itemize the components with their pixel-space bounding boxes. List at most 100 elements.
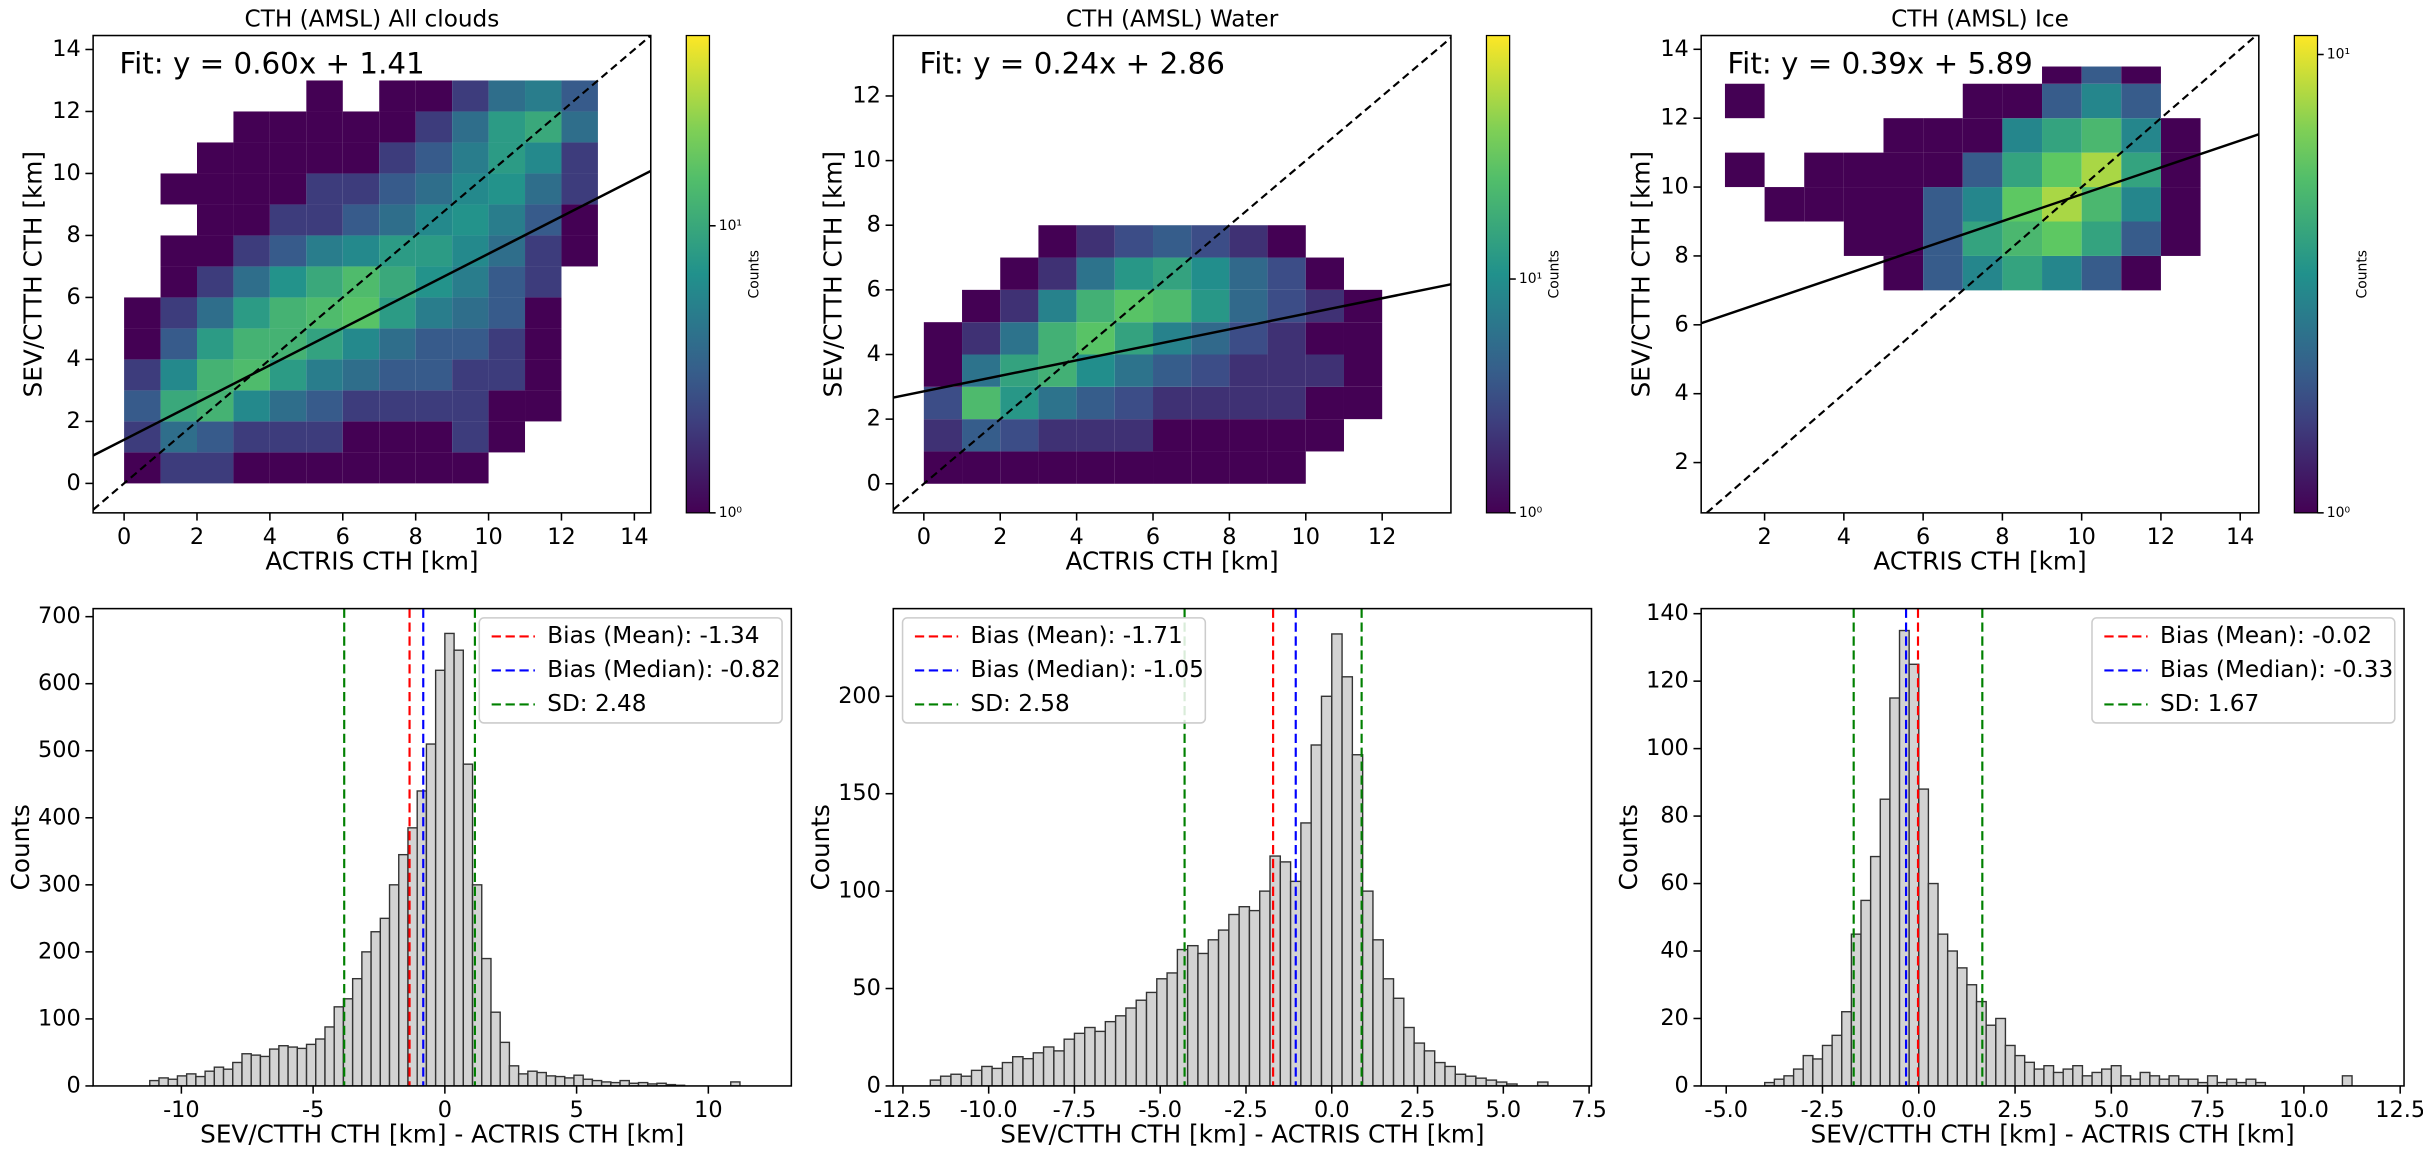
colorbar-label: Counts [1546, 250, 1562, 299]
y-tick-label: 2 [1675, 449, 1689, 475]
heatmap-cell [1153, 419, 1192, 452]
heatmap-cell [488, 359, 526, 391]
heatmap-cell [561, 235, 598, 267]
heatmap-cell [1267, 354, 1306, 387]
heatmap-cell [2042, 66, 2082, 84]
x-tick-label: -5 [302, 1097, 324, 1123]
heatmap-cell [269, 173, 307, 205]
histogram-bar [1331, 633, 1343, 1086]
histogram-bar [499, 1041, 511, 1086]
heatmap-cell [415, 390, 453, 422]
heatmap-cell [306, 359, 343, 391]
x-tick-label: 8 [409, 524, 423, 550]
x-tick-label: -12.5 [874, 1097, 932, 1123]
histogram-bar [1485, 1079, 1498, 1086]
heatmap-cell [342, 235, 380, 267]
heatmap-cell [124, 328, 161, 360]
histogram-bar [1259, 890, 1271, 1086]
chart-title: CTH (AMSL) Ice [1891, 6, 2069, 33]
legend-label: Bias (Median): -1.05 [971, 656, 1204, 683]
heatmap-cell [1267, 322, 1306, 355]
histogram-bar [1125, 1007, 1137, 1086]
y-tick-label: 60 [1660, 870, 1688, 896]
heatmap-cell [233, 173, 270, 205]
heatmap-cell [452, 328, 489, 360]
heatmap-cell [379, 328, 416, 360]
heatmap-cell [452, 421, 489, 453]
legend-label: Bias (Mean): -1.71 [971, 622, 1183, 649]
x-tick-label: 14 [2226, 524, 2254, 550]
histogram-bar [1773, 1078, 1785, 1086]
heatmap-cell [379, 266, 416, 298]
colorbar-label: Counts [746, 250, 762, 299]
heatmap-cell [160, 173, 197, 205]
y-tick-label: 100 [38, 1005, 81, 1031]
histogram-bar [1166, 972, 1179, 1086]
heatmap-cell [415, 142, 453, 174]
heatmap-cell [1305, 354, 1344, 387]
histogram-bar [2129, 1078, 2141, 1086]
heatmap-cell [196, 421, 234, 453]
heatmap-cell [1305, 386, 1344, 420]
heatmap-cell [2081, 255, 2122, 291]
x-tick-label: 8 [1995, 524, 2009, 550]
histogram-bar [259, 1055, 271, 1086]
heatmap-cell [379, 80, 416, 112]
histogram-bar [1279, 861, 1292, 1086]
histogram-bar [1032, 1052, 1045, 1086]
histogram-bar [591, 1079, 603, 1086]
heatmap-cell [1114, 354, 1154, 387]
heatmap-cell [379, 297, 416, 329]
heatmap-cell [1267, 451, 1306, 484]
heatmap-cell [379, 173, 416, 205]
heatmap-cell [342, 111, 380, 143]
heatmap-cell [415, 328, 453, 360]
heatmap-cell [2081, 66, 2122, 84]
histogram-bar [573, 1074, 584, 1086]
heatmap-cell [1843, 152, 1884, 188]
histogram-bar [1001, 1061, 1014, 1086]
histogram-bar [981, 1065, 993, 1086]
axes-frame [1700, 607, 2405, 1087]
histogram-bar [2101, 1068, 2113, 1086]
heatmap-cell [2042, 118, 2082, 153]
heatmap-cell [2002, 83, 2043, 119]
histogram-bar [1207, 939, 1220, 1086]
histogram-bar [195, 1075, 206, 1086]
histogram-bar [1114, 1015, 1127, 1086]
histogram-bar [149, 1079, 160, 1086]
colorbar-label: Counts [2354, 250, 2370, 298]
x-tick-label: -10.0 [960, 1097, 1018, 1123]
heatmap-cell [1076, 257, 1115, 290]
legend-label: SD: 2.48 [547, 690, 646, 717]
heatmap-cell [1305, 289, 1344, 323]
histogram-bar [2206, 1075, 2218, 1086]
heatmap-cell [1114, 225, 1154, 258]
heatmap-cell [2042, 221, 2082, 256]
identity-line [1706, 35, 2257, 513]
histogram-bar [950, 1073, 962, 1086]
histogram-bar [1869, 855, 1881, 1086]
legend-label: Bias (Median): -0.82 [547, 656, 780, 683]
heatmap-cell [1343, 386, 1383, 420]
y-axis-label: SEV/CTTH CTH [km] [819, 151, 848, 397]
y-tick-label: 8 [1675, 242, 1689, 268]
histogram-bar [213, 1066, 225, 1086]
y-tick-label: 10 [852, 147, 880, 173]
heatmap-cell [488, 328, 526, 360]
histogram-bar [444, 632, 455, 1086]
fit-label: Fit: y = 0.39x + 5.89 [1727, 46, 2032, 80]
heatmap-cell [1076, 386, 1115, 420]
heatmap-cell [1923, 255, 1963, 291]
y-tick-label: 14 [52, 36, 80, 62]
axes-frame [92, 607, 793, 1087]
heatmap-cell [452, 204, 489, 236]
x-tick-label: 10.0 [2279, 1097, 2329, 1123]
heatmap-cell [1000, 419, 1039, 452]
histogram-bar [2023, 1061, 2036, 1086]
histogram-bar [1956, 967, 1968, 1086]
histogram-bar [361, 951, 372, 1086]
histogram-bar [241, 1053, 252, 1086]
histogram-bar [1156, 978, 1168, 1086]
x-tick-label: -7.5 [1053, 1097, 1097, 1123]
